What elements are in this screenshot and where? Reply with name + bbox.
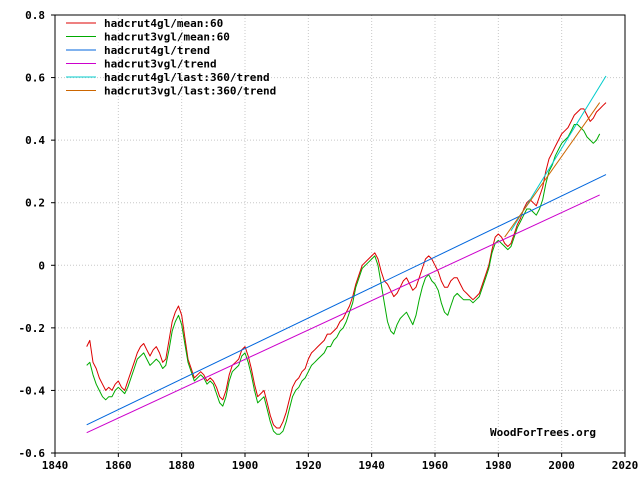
legend-label-3: hadcrut3vgl/trend [104, 58, 217, 71]
legend-label-1: hadcrut3vgl/mean:60 [104, 31, 230, 44]
y-tick-label: 0.4 [25, 134, 45, 147]
x-tick-label: 1940 [358, 459, 385, 472]
x-tick-label: 2000 [548, 459, 575, 472]
x-tick-label: 1860 [105, 459, 132, 472]
legend-label-4: hadcrut4gl/last:360/trend [104, 71, 270, 84]
legend: hadcrut4gl/mean:60hadcrut3vgl/mean:60had… [66, 17, 276, 98]
y-tick-label: 0.8 [25, 9, 45, 22]
y-tick-label: -0.6 [19, 447, 46, 460]
x-tick-label: 1880 [168, 459, 195, 472]
series-line-2 [86, 174, 607, 426]
y-tick-label: 0 [38, 259, 45, 272]
y-tick-label: 0.2 [25, 197, 45, 210]
y-tick-label: 0.6 [25, 72, 45, 85]
watermark-text: WoodForTrees.org [490, 426, 596, 439]
x-tick-label: 1980 [485, 459, 512, 472]
series-group [86, 75, 607, 435]
legend-label-5: hadcrut3vgl/last:360/trend [104, 85, 276, 98]
x-tick-label: 1900 [232, 459, 259, 472]
x-tick-label: 1920 [295, 459, 322, 472]
series-line-3 [86, 194, 600, 434]
x-tick-label: 1960 [422, 459, 449, 472]
x-tick-label: 1840 [42, 459, 69, 472]
tick-labels: 1840 1860 1880 1900 1920 1940 1960 1980 2000 2020… [19, 9, 639, 472]
x-tick-label: 2020 [612, 459, 639, 472]
plot-frame [54, 14, 626, 454]
series-line-1 [86, 124, 601, 435]
y-tick-label: -0.2 [19, 322, 46, 335]
legend-label-2: hadcrut4gl/trend [104, 44, 210, 57]
y-tick-label: -0.4 [19, 384, 46, 397]
legend-label-0: hadcrut4gl/mean:60 [104, 17, 223, 30]
series-line-5 [504, 102, 601, 238]
